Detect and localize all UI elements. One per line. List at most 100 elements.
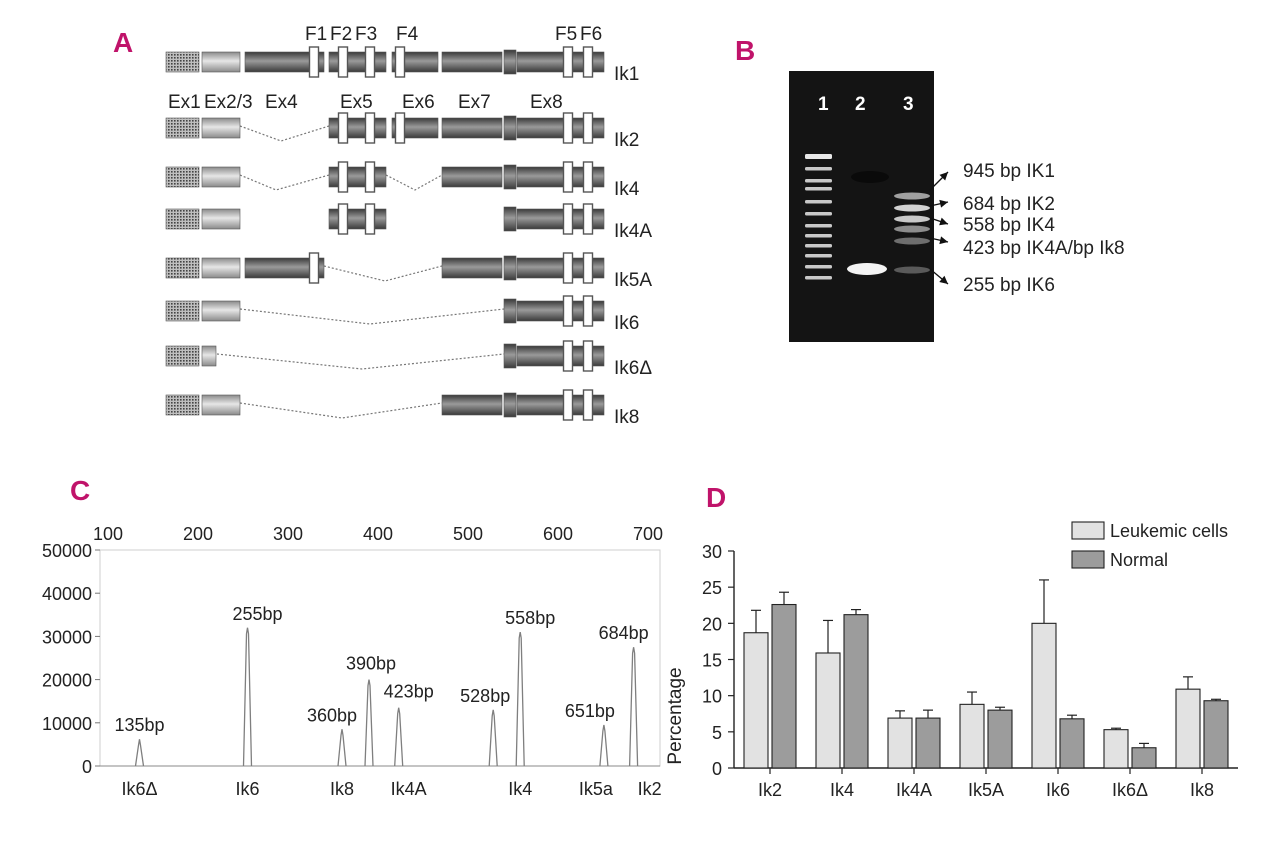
y-tick-label: 50000	[42, 541, 92, 561]
category-label: Ik4A	[896, 780, 932, 800]
zinc-finger	[562, 46, 574, 78]
zinc-finger	[337, 112, 349, 144]
isoform-label: Ik1	[614, 64, 639, 85]
zinc-finger	[337, 203, 349, 235]
isoform-label: Ik2	[614, 130, 639, 151]
category-label: Ik2	[758, 780, 782, 800]
finger-label: F6	[580, 24, 602, 45]
lane2-band	[847, 263, 887, 275]
exon-block	[165, 117, 200, 139]
peak	[394, 707, 404, 767]
y-tick-label: 0	[712, 759, 722, 779]
zinc-finger	[308, 46, 320, 78]
isoform-axis-label: Ik4	[508, 779, 532, 799]
bar-leukemic	[1103, 729, 1129, 769]
bar-normal	[1059, 718, 1085, 769]
peak-label: 651bp	[565, 701, 615, 721]
exon-label: Ex8	[530, 92, 563, 113]
bar-normal	[843, 614, 869, 769]
lane3-band	[894, 266, 930, 274]
splice-junction	[385, 174, 443, 191]
arrow-head	[939, 217, 948, 226]
peak	[364, 679, 374, 767]
isoform-axis-label: Ik8	[330, 779, 354, 799]
zinc-finger	[562, 252, 574, 284]
exon-block	[165, 166, 200, 188]
bar-leukemic	[1175, 688, 1201, 769]
zinc-finger	[582, 46, 594, 78]
isoform-label: Ik4	[614, 179, 640, 200]
exon-block	[201, 51, 241, 73]
y-tick-label: 25	[702, 578, 722, 598]
zinc-finger	[364, 112, 376, 144]
zinc-finger	[394, 112, 406, 144]
exon-block	[441, 117, 503, 139]
category-label: Ik6Δ	[1112, 780, 1148, 800]
gel-panel: 1 2 3 945 bp IK1 684 bp IK2 558 bp IK4 4…	[789, 71, 1125, 342]
panel-label-a: A	[113, 27, 133, 58]
peak	[599, 724, 609, 767]
exon-block	[516, 257, 605, 279]
exon-label: Ex4	[265, 92, 298, 113]
exon-block	[503, 49, 517, 75]
peak-label: 390bp	[346, 654, 396, 674]
bar-normal	[1203, 700, 1229, 769]
exon-block	[328, 208, 387, 230]
x-tick-label: 400	[363, 524, 393, 544]
lane2-band	[851, 171, 889, 183]
isoform-row: Ik2	[165, 112, 639, 151]
peak	[488, 709, 498, 767]
y-axis-title: Percentage	[665, 667, 686, 764]
y-tick-label: 30000	[42, 627, 92, 647]
exon-block	[328, 117, 387, 139]
ladder-band	[805, 212, 832, 216]
zinc-finger	[562, 295, 574, 327]
exon-block	[516, 117, 605, 139]
electropherogram-chart: 100 200 300 400 500 600 700 0 10000 20000 30000 400…	[42, 524, 663, 799]
exon-block	[441, 394, 503, 416]
ladder-band	[805, 200, 832, 204]
zinc-finger	[582, 340, 594, 372]
arrow-head	[939, 236, 948, 245]
y-tick-label: 5	[712, 723, 722, 743]
ladder-band	[805, 154, 832, 159]
splice-junction	[239, 308, 505, 325]
ladder-band	[805, 254, 832, 258]
zinc-finger	[582, 295, 594, 327]
exon-block	[441, 166, 503, 188]
exon-block	[503, 206, 517, 232]
exon-block	[328, 166, 387, 188]
exon-block	[516, 300, 605, 322]
x-tick-label: 700	[633, 524, 663, 544]
peak	[515, 631, 525, 767]
ladder-band	[805, 179, 832, 183]
isoform-label: Ik4A	[614, 221, 652, 242]
exon-block	[516, 51, 605, 73]
y-tick-label: 0	[82, 757, 92, 777]
y-tick-label: 30	[702, 542, 722, 562]
finger-label: F5	[555, 24, 577, 45]
lane3-band	[894, 225, 930, 233]
lane3-band	[894, 237, 930, 245]
arrow-head	[939, 172, 948, 181]
exon-block	[503, 164, 517, 190]
x-tick-label: 100	[93, 524, 123, 544]
exon-block	[165, 345, 200, 367]
exon-block	[201, 394, 241, 416]
splice-junction	[216, 353, 505, 370]
zinc-finger	[582, 203, 594, 235]
peak	[134, 739, 145, 767]
splice-junction	[323, 265, 443, 282]
exon-block	[165, 300, 200, 322]
x-tick-label: 600	[543, 524, 573, 544]
exon-block	[201, 257, 241, 279]
band-arrows	[929, 171, 949, 285]
lane3-band	[894, 192, 930, 200]
exon-block	[516, 166, 605, 188]
ladder-band	[805, 167, 832, 171]
category-label: Ik8	[1190, 780, 1214, 800]
zinc-finger	[394, 46, 406, 78]
band-label-ik2: 684 bp IK2	[963, 194, 1055, 215]
peak-label: 135bp	[114, 715, 164, 735]
